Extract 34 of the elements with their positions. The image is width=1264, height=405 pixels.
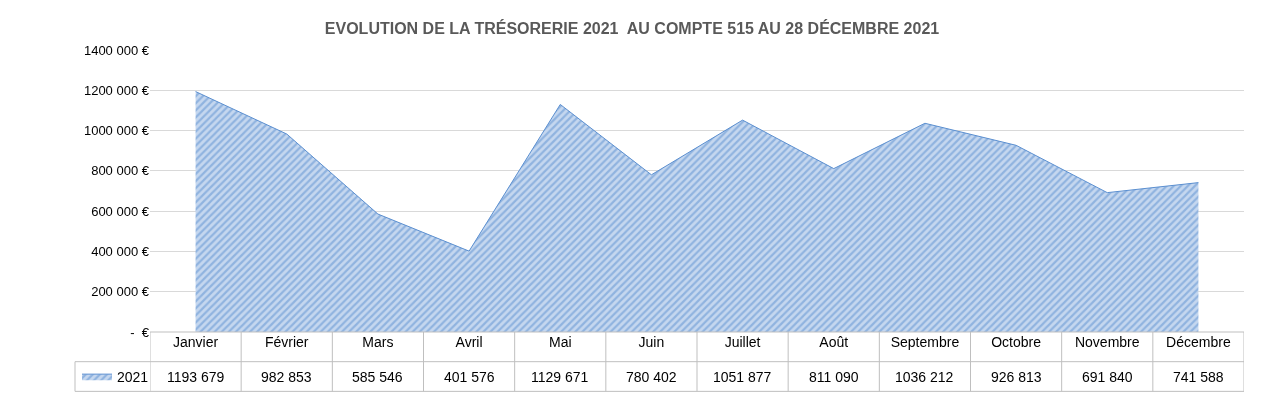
x-tick-label: Novembre [1074,334,1140,350]
text: 780 402 [626,369,677,385]
text: 982 853 [261,369,312,385]
x-tick-label: Janvier [173,334,219,350]
y-tick-label: 200 000 € [91,284,150,300]
x-tick-label: Septembre [890,334,960,350]
y-tick-label: - € [130,324,150,340]
text: 741 588 [1173,369,1224,385]
text: 811 090 [809,369,859,385]
y-tick-label: 600 000 € [91,203,150,219]
text: 1129 671 [531,369,589,385]
text: 1193 679 [167,369,225,385]
x-tick-label: Mars [362,334,394,350]
text: 691 840 [1082,369,1133,385]
y-tick-label: 800 000 € [91,163,150,179]
text: 401 576 [444,369,495,385]
legend-label: 2021 [117,368,149,385]
x-tick-label: Février [264,334,309,350]
y-tick-label: 1200 000 € [83,82,150,98]
y-tick-label: 400 000 € [91,243,150,259]
chart-title: EVOLUTION DE LA TRÉSORERIE 2021 AU COMPTE 515 AU 28 DÉCEMBRE 2021 [324,19,940,38]
y-tick-label: 1000 000 € [83,123,150,139]
x-tick-label: Août [819,334,849,350]
text: 1036 212 [895,369,954,385]
x-tick-label: Décembre [1166,334,1231,350]
y-tick-label: 1400 000 € [83,42,150,58]
x-tick-label: Avril [455,334,483,350]
x-tick-label: Juin [638,334,665,350]
text: 585 546 [352,369,403,385]
text: 1051 877 [713,369,772,385]
x-tick-label: Octobre [991,334,1042,350]
x-tick-label: Juillet [724,334,761,350]
x-tick-label: Mai [548,334,572,350]
text: 926 813 [991,369,1042,385]
